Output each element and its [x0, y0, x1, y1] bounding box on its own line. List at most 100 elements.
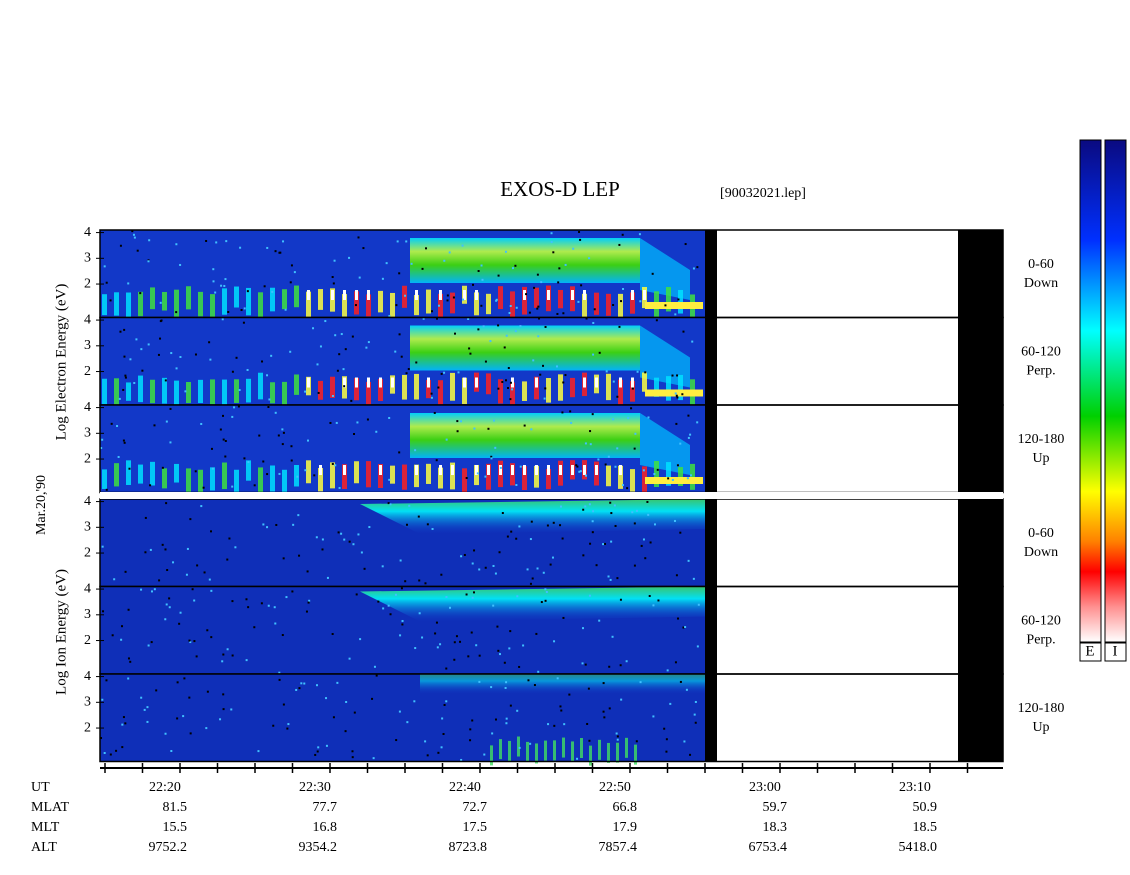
spectrogram-noise: [523, 424, 526, 427]
spectrogram-noise: [124, 570, 127, 573]
spectrogram-stripe: [546, 468, 551, 490]
spectrogram-noise: [253, 484, 256, 487]
spectrogram-noise: [385, 262, 388, 265]
spectrogram-noise: [509, 305, 512, 308]
spectrogram-noise: [210, 589, 213, 592]
spectrogram-stripe: [354, 377, 359, 401]
spectrogram-noise: [263, 285, 266, 288]
spectrogram-noise: [281, 443, 284, 446]
spectrogram-noise: [445, 667, 448, 670]
data-gap: [705, 230, 717, 318]
spectrogram-noise: [550, 240, 553, 243]
spectrogram-noise: [693, 713, 696, 716]
spectrogram-noise: [618, 325, 621, 328]
spectrogram-noise: [275, 523, 278, 526]
spectrogram-stripe: [306, 291, 311, 319]
spectrogram-noise: [532, 359, 535, 362]
spectrogram-stripe: [186, 468, 191, 492]
spectrogram-noise: [648, 594, 651, 597]
spectrogram-noise: [164, 379, 167, 382]
y-tick-label: 3: [84, 695, 91, 710]
spectrogram-noise: [589, 443, 592, 446]
spectrogram-noise: [665, 738, 668, 741]
spectrogram-noise: [626, 487, 629, 490]
spectrogram-stripe: [666, 462, 671, 486]
spectrogram-noise: [344, 730, 347, 733]
spectrogram-noise: [366, 418, 369, 421]
spectrogram-noise: [455, 635, 458, 638]
ephemeris-value: 16.8: [313, 820, 338, 835]
spectrogram-noise: [469, 728, 472, 731]
spectrogram-noise: [398, 272, 401, 275]
spectrogram-stripe: [162, 468, 167, 489]
spectrogram-stripe: [210, 467, 215, 491]
y-tick-label: 2: [84, 720, 91, 735]
spectrogram-noise: [120, 638, 123, 641]
spectrogram-noise: [284, 308, 287, 311]
spectrogram-stripe: [355, 290, 358, 300]
spectrogram-noise: [268, 398, 271, 401]
spectrogram-stripe: [486, 463, 491, 490]
spectrogram-noise: [471, 719, 474, 722]
spectrogram-noise: [559, 524, 562, 527]
spectrogram-noise: [351, 750, 354, 753]
spectrogram-noise: [597, 458, 600, 461]
spectrogram-noise: [338, 353, 341, 356]
spectrogram-noise: [398, 451, 401, 454]
spectrogram-noise: [231, 485, 234, 488]
spectrogram-noise: [679, 531, 682, 534]
spectrogram-noise: [591, 413, 594, 416]
spectrogram-noise: [358, 276, 361, 279]
spectrogram-noise: [536, 307, 539, 310]
spectrogram-noise: [124, 374, 127, 377]
spectrogram-noise: [266, 246, 269, 249]
spectrogram-noise: [495, 299, 498, 302]
spectrogram-noise: [481, 278, 484, 281]
file-name: [90032021.lep]: [720, 186, 806, 201]
spectrogram-noise: [298, 554, 301, 557]
spectrogram-noise: [287, 723, 290, 726]
spectrogram-noise: [188, 639, 191, 642]
spectrogram-noise: [631, 511, 634, 514]
spectrogram-noise: [208, 578, 211, 581]
spectrogram-noise: [588, 594, 591, 597]
spectrogram-noise: [696, 645, 699, 648]
spectrogram-noise: [546, 524, 549, 527]
spectrogram-noise: [179, 263, 182, 266]
panel-direction: Perp.: [1026, 364, 1055, 379]
spectrogram-noise: [148, 239, 151, 242]
spectrogram-noise: [543, 397, 546, 400]
spectrogram-noise: [461, 244, 464, 247]
spectrogram-noise: [490, 457, 493, 460]
spectrogram-noise: [398, 710, 401, 713]
spectrogram-noise: [111, 634, 114, 637]
spectrogram-stripe: [535, 377, 538, 388]
spectrogram-noise: [692, 267, 695, 270]
spectrogram-stripe: [126, 460, 131, 485]
spectrogram-noise: [519, 325, 522, 328]
spectrogram-noise: [233, 406, 236, 409]
spectrogram-noise: [472, 283, 475, 286]
spectrogram-noise: [498, 551, 501, 554]
spectrogram-stripe: [138, 375, 143, 403]
spectrogram-stripe: [378, 290, 383, 313]
spectrogram-stripe: [526, 741, 529, 762]
ephemeris-value: 17.9: [613, 820, 638, 835]
spectrogram-noise: [105, 679, 108, 682]
spectrogram-noise: [123, 441, 126, 444]
spectrogram-stripe: [282, 469, 287, 495]
spectrogram-noise: [443, 703, 446, 706]
spectrogram-stripe: [246, 460, 251, 481]
spectrogram-stripe: [523, 465, 526, 475]
spectrogram-noise: [281, 428, 284, 431]
spectrogram-stripe: [511, 377, 514, 388]
spectrogram-noise: [470, 631, 473, 634]
spectrogram-noise: [550, 232, 553, 235]
spectrogram-noise: [140, 696, 143, 699]
spectrogram-stripe: [402, 285, 407, 308]
data-gap: [958, 586, 1003, 674]
spectrogram-noise: [405, 240, 408, 243]
spectrogram-noise: [150, 590, 153, 593]
spectrogram-stripe: [595, 465, 598, 475]
spectrogram-noise: [417, 515, 420, 518]
